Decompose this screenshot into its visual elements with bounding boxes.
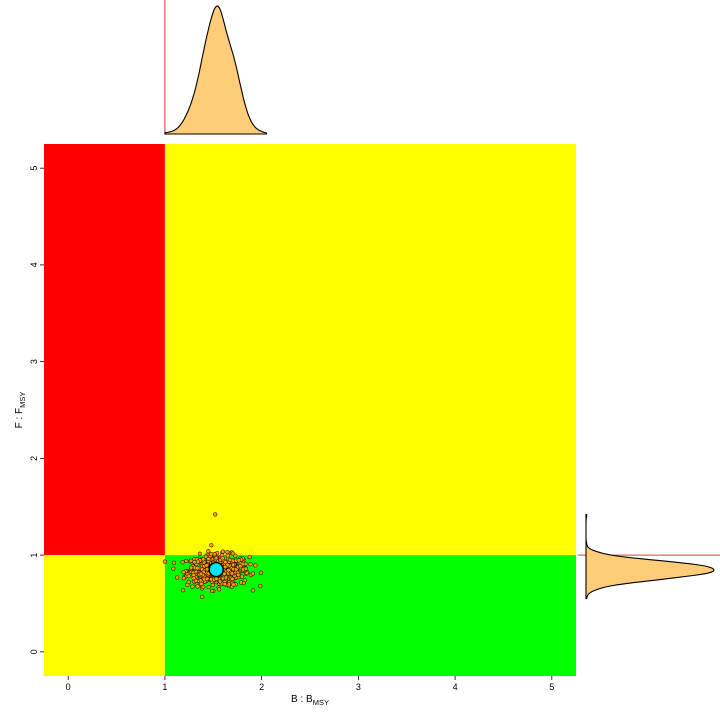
cloud-point bbox=[206, 556, 211, 562]
cloud-point bbox=[206, 549, 211, 554]
x-tick-label: 1 bbox=[162, 682, 167, 692]
cloud-point bbox=[236, 558, 241, 563]
estimate-point bbox=[208, 561, 224, 578]
cloud-point bbox=[253, 563, 258, 568]
cloud-point bbox=[244, 570, 249, 576]
cloud-point bbox=[180, 560, 185, 565]
b-ratio-density bbox=[164, 0, 268, 135]
x-tick-label: 0 bbox=[66, 682, 71, 692]
cloud-point bbox=[216, 587, 222, 592]
cloud-point bbox=[209, 588, 215, 594]
cloud-point bbox=[220, 556, 225, 561]
y-tick-label: 1 bbox=[29, 553, 39, 558]
cloud-point bbox=[205, 576, 210, 581]
cloud-point bbox=[217, 579, 223, 584]
cloud-point bbox=[238, 580, 244, 585]
cloud-point bbox=[247, 554, 252, 560]
cloud-point bbox=[210, 582, 215, 588]
zone-1 bbox=[164, 144, 576, 556]
cloud-point bbox=[209, 543, 214, 548]
x-tick-label: 3 bbox=[356, 682, 361, 692]
cloud-point bbox=[200, 594, 205, 599]
x-tick-label: 2 bbox=[259, 682, 264, 692]
cloud-point bbox=[226, 568, 231, 573]
cloud-point bbox=[248, 562, 253, 567]
cloud-point bbox=[174, 575, 180, 580]
cloud-point bbox=[186, 574, 191, 579]
y-tick-label: 0 bbox=[29, 649, 39, 654]
cloud-point bbox=[195, 566, 200, 571]
cloud-point bbox=[220, 549, 226, 554]
cloud-point bbox=[195, 584, 200, 589]
cloud-point bbox=[231, 582, 236, 587]
cloud-point bbox=[213, 512, 218, 517]
cloud-point bbox=[171, 566, 176, 571]
cloud-point bbox=[250, 571, 256, 576]
cloud-point bbox=[197, 551, 203, 556]
cloud-point bbox=[185, 582, 190, 588]
y-axis-label: F : FMSY bbox=[14, 392, 27, 429]
cloud-point bbox=[195, 559, 201, 564]
cloud-point bbox=[192, 559, 197, 565]
cloud-point bbox=[184, 558, 189, 564]
cloud-point bbox=[223, 559, 228, 565]
cloud-point bbox=[225, 549, 230, 555]
cloud-point bbox=[181, 576, 186, 581]
zone-0 bbox=[44, 144, 165, 556]
cloud-point bbox=[222, 564, 228, 570]
y-tick-label: 4 bbox=[29, 262, 39, 267]
cloud-point bbox=[233, 553, 238, 558]
cloud-point bbox=[227, 557, 233, 563]
cloud-point bbox=[189, 565, 194, 570]
cloud-point bbox=[238, 563, 243, 569]
cloud-point bbox=[204, 563, 209, 568]
cloud-point bbox=[180, 588, 186, 593]
x-tick-label: 5 bbox=[549, 682, 554, 692]
cloud-point bbox=[191, 576, 196, 581]
f-ratio-density bbox=[578, 513, 720, 600]
cloud-point bbox=[171, 560, 177, 565]
x-tick-label: 4 bbox=[453, 682, 458, 692]
cloud-point bbox=[236, 572, 241, 577]
cloud-point bbox=[199, 581, 204, 586]
cloud-point bbox=[181, 570, 186, 575]
status-zones bbox=[44, 144, 576, 676]
cloud-point bbox=[258, 583, 263, 589]
cloud-point bbox=[198, 571, 204, 577]
f-ratio-density-curve bbox=[585, 513, 715, 600]
y-axis: 0 1 2 3 4 5 bbox=[29, 166, 44, 654]
cloud-point bbox=[250, 588, 256, 593]
cloud-point bbox=[230, 576, 235, 581]
zone-2 bbox=[44, 555, 165, 676]
cloud-point bbox=[231, 562, 236, 567]
cloud-point bbox=[214, 576, 219, 581]
x-axis: 0 1 2 3 4 5 bbox=[66, 676, 554, 692]
cloud-point bbox=[214, 555, 219, 561]
cloud-point bbox=[190, 584, 195, 589]
cloud-point bbox=[243, 566, 249, 571]
y-tick-label: 2 bbox=[29, 456, 39, 461]
cloud-point bbox=[162, 559, 168, 564]
cloud-point bbox=[222, 581, 227, 587]
cloud-point bbox=[209, 552, 214, 557]
cloud-point bbox=[258, 570, 264, 575]
cloud-point bbox=[201, 584, 206, 590]
cloud-point bbox=[206, 584, 211, 590]
y-tick-label: 3 bbox=[29, 359, 39, 364]
cloud-point bbox=[239, 574, 245, 579]
y-tick-label: 5 bbox=[29, 166, 39, 171]
cloud-point bbox=[201, 557, 206, 562]
cloud-point bbox=[193, 578, 199, 584]
b-ratio-density-curve bbox=[164, 5, 268, 135]
x-axis-label: B : BMSY bbox=[291, 694, 329, 707]
